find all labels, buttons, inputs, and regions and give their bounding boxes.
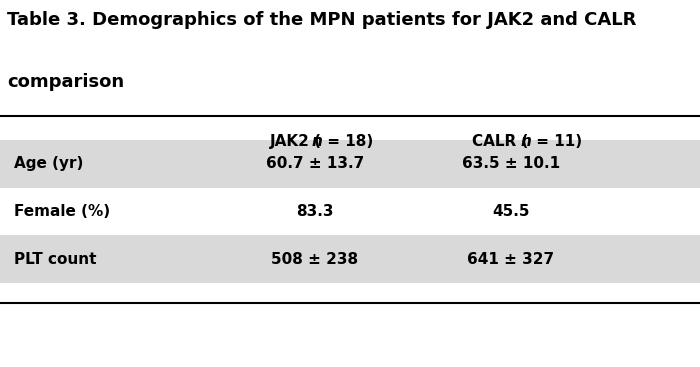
Text: = 18): = 18) (322, 134, 373, 149)
Text: 60.7 ± 13.7: 60.7 ± 13.7 (266, 156, 364, 171)
Bar (0, 140, 700, 188)
Text: 641 ± 327: 641 ± 327 (468, 252, 554, 267)
Text: 83.3: 83.3 (296, 204, 334, 219)
Text: 63.5 ± 10.1: 63.5 ± 10.1 (462, 156, 560, 171)
Text: comparison: comparison (7, 73, 124, 91)
Text: 45.5: 45.5 (492, 204, 530, 219)
Text: Female (%): Female (%) (14, 204, 110, 219)
Text: CALR (: CALR ( (473, 134, 529, 149)
Text: 508 ± 238: 508 ± 238 (272, 252, 358, 267)
Text: JAK2 (: JAK2 ( (270, 134, 321, 149)
Bar (0, 236, 700, 283)
Text: Age (yr): Age (yr) (14, 156, 83, 171)
Text: n: n (520, 134, 531, 149)
Text: PLT count: PLT count (14, 252, 97, 267)
Text: n: n (312, 134, 323, 149)
Text: Table 3. Demographics of the MPN patients for JAK2 and CALR: Table 3. Demographics of the MPN patient… (7, 11, 636, 29)
Text: = 11): = 11) (531, 134, 582, 149)
